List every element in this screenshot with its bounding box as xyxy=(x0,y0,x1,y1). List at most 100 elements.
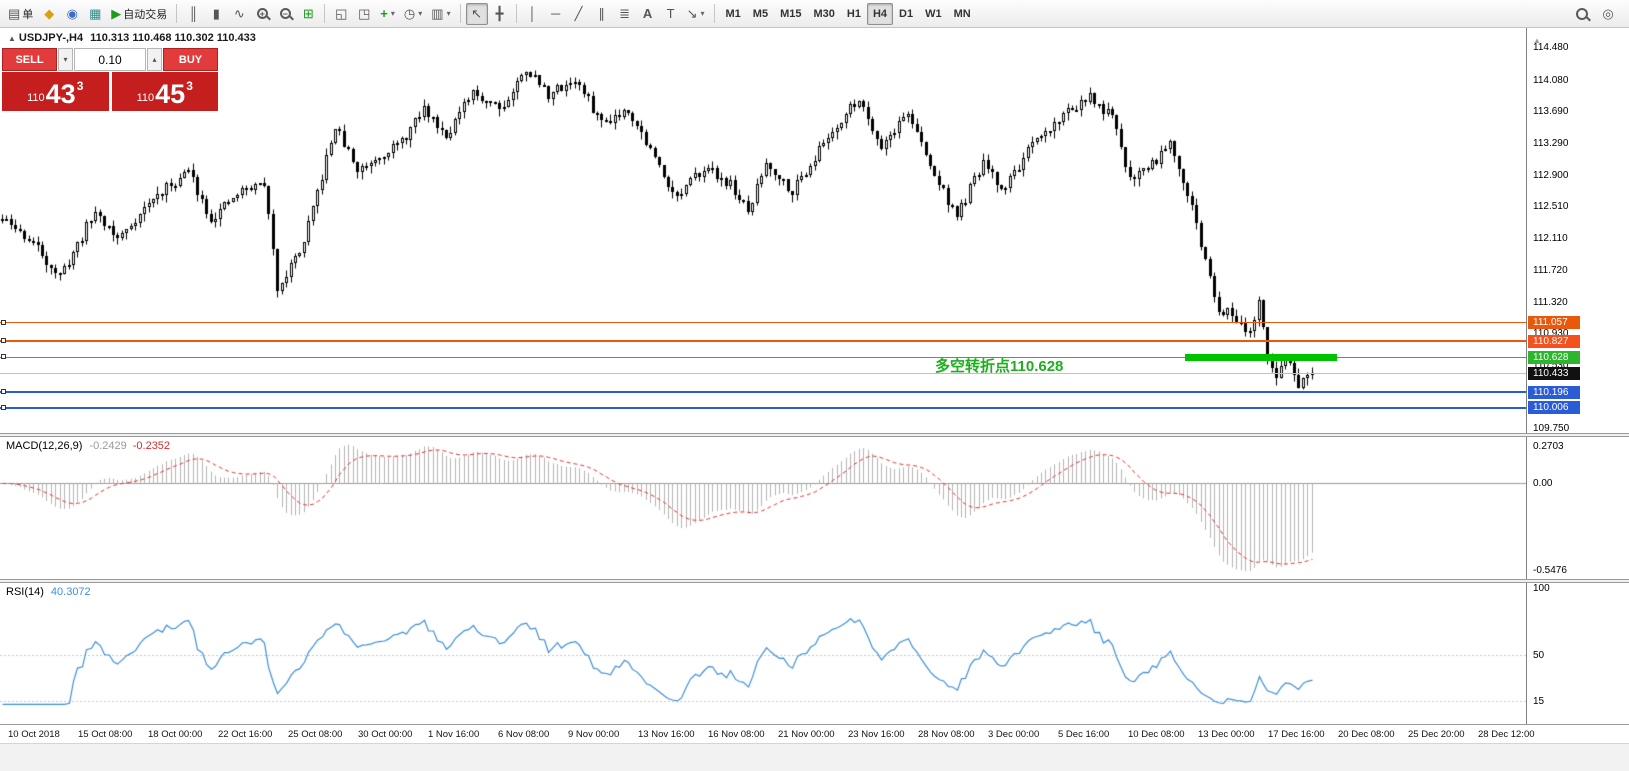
time-axis-label: 20 Dec 08:00 xyxy=(1338,729,1395,740)
text-tool-button[interactable]: A xyxy=(637,3,659,25)
timeframe-button-W1[interactable]: W1 xyxy=(925,7,942,20)
label-tool-button[interactable]: T xyxy=(660,3,682,25)
fibonacci-tool-button[interactable]: ≣ xyxy=(614,3,636,25)
chart-objects-layer: 多空转折点110.628 xyxy=(0,28,1526,433)
sell-price-button[interactable]: 110 43 3 xyxy=(2,72,109,111)
price-tag: 110.006 xyxy=(1528,401,1580,415)
toolbar-separator xyxy=(176,4,178,23)
time-axis[interactable]: 10 Oct 2018 15 Oct 08:00 18 Oct 00:00 22 Oc… xyxy=(0,724,1629,743)
chart-title: ▲ USDJPY-,H4 110.313 110.468 110.302 110.4… xyxy=(8,32,256,44)
horizontal-line-110.827[interactable] xyxy=(0,340,1526,343)
rsi-panel: RSI(14) 40.3072 100 50 15 xyxy=(0,583,1629,724)
buy-button[interactable]: BUY xyxy=(163,48,218,71)
cascade-windows-button[interactable]: ◱ xyxy=(330,3,352,25)
timeframe-button-H1[interactable]: H1 xyxy=(846,7,861,20)
lot-size-input[interactable] xyxy=(74,48,146,71)
indicators-plus-icon: + xyxy=(380,6,388,21)
panel-resize-handle[interactable] xyxy=(0,579,1629,583)
trendline-icon: ╱ xyxy=(574,6,583,21)
trend-segment[interactable] xyxy=(1185,353,1337,361)
price-chart-panel: 多空转折点110.628 ▲ USDJPY-,H4 110.313 110.468 … xyxy=(0,28,1629,435)
sell-button[interactable]: SELL xyxy=(2,48,57,71)
templates-button[interactable]: ▥ ▾ xyxy=(427,3,454,25)
price-axis-label: 109.750 xyxy=(1533,423,1570,435)
arrange-windows-button[interactable]: ◳ xyxy=(353,3,375,25)
indicators-button[interactable]: + ▾ xyxy=(376,3,399,25)
timeframe-button-M30[interactable]: M30 xyxy=(813,7,835,20)
tile-windows-button[interactable]: ⊞ xyxy=(297,3,319,25)
rsi-canvas[interactable] xyxy=(0,583,1526,724)
horizontal-line-110.006[interactable] xyxy=(0,406,1526,409)
arrows-tool-button[interactable]: ↘ ▾ xyxy=(683,3,709,25)
line-handle[interactable] xyxy=(1,319,6,325)
timeframe-button-D1[interactable]: D1 xyxy=(899,7,914,20)
buy-button-label: BUY xyxy=(178,53,203,66)
horizontal-line-110.628[interactable] xyxy=(0,356,1526,358)
zoom-in-button[interactable]: + xyxy=(251,3,273,25)
vertical-line-icon: │ xyxy=(528,6,537,21)
line-handle[interactable] xyxy=(1,404,6,410)
time-axis-label: 16 Nov 08:00 xyxy=(708,729,765,740)
lot-decrease-button[interactable]: ▾ xyxy=(58,48,73,71)
timeframe-button-H4[interactable]: H4 xyxy=(866,2,893,25)
periods-button[interactable]: ◷ ▾ xyxy=(400,3,426,25)
community-icon: ◎ xyxy=(1602,6,1614,21)
autotrading-button[interactable]: ▶ 自动交易 xyxy=(107,3,171,25)
timeframe-button-MN[interactable]: MN xyxy=(953,7,971,20)
cascade-windows-icon: ◱ xyxy=(335,6,348,21)
community-button[interactable]: ◎ xyxy=(1597,3,1619,25)
buy-price-main: 45 xyxy=(155,79,186,109)
tile-windows-icon: ⊞ xyxy=(302,6,314,21)
cursor-tool-button[interactable]: ↖ xyxy=(465,2,488,25)
lot-increase-button[interactable]: ▴ xyxy=(147,48,162,71)
vertical-line-tool-button[interactable]: │ xyxy=(522,3,544,25)
price-tag: 110.628 xyxy=(1528,350,1580,364)
price-chart-canvas[interactable] xyxy=(0,28,1526,433)
new-order-button[interactable]: ▤ 单 xyxy=(4,3,37,25)
line-handle[interactable] xyxy=(1,389,6,395)
buy-price-prefix: 110 xyxy=(136,92,155,104)
timeframe-button-M15[interactable]: M15 xyxy=(780,7,802,20)
macd-canvas[interactable] xyxy=(0,437,1526,579)
timeframe-button-M5[interactable]: M5 xyxy=(752,7,769,20)
caret-up-icon: ▴ xyxy=(152,55,157,64)
search-button[interactable] xyxy=(1571,3,1593,25)
buy-price-pipette: 3 xyxy=(186,79,193,93)
zoom-out-button[interactable]: − xyxy=(274,3,296,25)
bar-chart-button[interactable]: ║ xyxy=(182,3,204,25)
horizontal-line-110.433 xyxy=(0,372,1526,374)
price-tag: 110.196 xyxy=(1528,385,1580,399)
price-tag: 110.433 xyxy=(1528,366,1580,380)
line-handle[interactable] xyxy=(1,354,6,360)
navigator-button[interactable]: ◉ xyxy=(61,3,83,25)
terminal-button[interactable]: ▦ xyxy=(84,3,106,25)
time-axis-label: 25 Dec 20:00 xyxy=(1408,729,1465,740)
rsi-axis: 100 50 15 xyxy=(1526,583,1629,724)
chart-annotation-text[interactable]: 多空转折点110.628 xyxy=(935,358,1064,375)
trendline-tool-button[interactable]: ╱ xyxy=(568,3,590,25)
line-handle[interactable] xyxy=(1,338,6,344)
price-axis-label: 113.290 xyxy=(1533,138,1569,150)
panel-resize-handle[interactable] xyxy=(0,433,1629,437)
macd-axis-label: -0.5476 xyxy=(1533,565,1567,576)
horizontal-line-110.196[interactable] xyxy=(0,391,1526,394)
horizontal-line-111.057[interactable] xyxy=(0,322,1526,324)
chevron-down-icon: ▾ xyxy=(700,9,705,18)
sell-price-pipette: 3 xyxy=(76,79,84,93)
zoom-in-icon: + xyxy=(256,8,268,19)
timeframe-button-M1[interactable]: M1 xyxy=(725,7,741,20)
crosshair-tool-button[interactable]: ╋ xyxy=(489,3,511,25)
market-watch-button[interactable]: ◆ xyxy=(38,3,60,25)
candle-chart-button[interactable]: ▮ xyxy=(205,3,227,25)
macd-main-value: -0.2429 xyxy=(89,440,127,452)
buy-price-button[interactable]: 110 45 3 xyxy=(111,72,218,111)
chevron-down-icon: ▾ xyxy=(390,9,395,18)
price-axis-label: 110.930 xyxy=(1533,328,1569,340)
line-chart-button[interactable]: ∿ xyxy=(228,3,250,25)
horizontal-line-tool-button[interactable]: ─ xyxy=(545,3,567,25)
channel-tool-button[interactable]: ∥ xyxy=(591,3,613,25)
cursor-icon: ↖ xyxy=(471,6,483,21)
time-axis-label: 22 Oct 16:00 xyxy=(218,729,273,740)
toolbar-separator xyxy=(713,4,715,23)
template-icon: ▥ xyxy=(431,6,444,21)
